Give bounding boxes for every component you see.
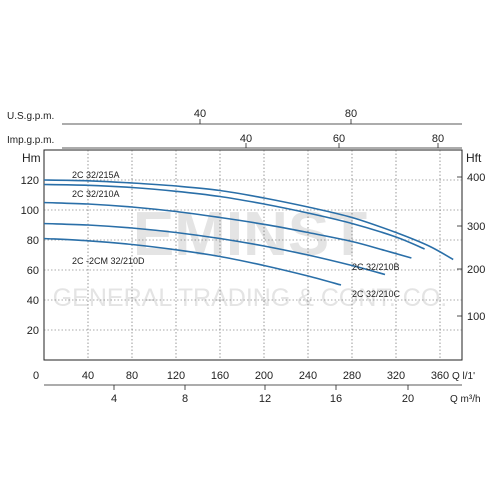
hft-tick-300: 300	[467, 221, 485, 233]
x-tick-label: 0	[33, 370, 39, 382]
label-2c-32-210b: 2C 32/210B	[352, 262, 400, 272]
y-tick-label: 100	[21, 205, 39, 217]
curve-series-1	[43, 183, 425, 250]
hft-tick-400: 400	[467, 172, 485, 184]
label-2c-32-215a: 2C 32/215A	[72, 170, 120, 180]
label-2c-2cm-32-210d: 2C -2CM 32/210D	[72, 256, 145, 266]
y-tick-label: 120	[21, 175, 39, 187]
imp-gpm-tick-40: 40	[240, 133, 252, 145]
m3h-tick-12: 12	[259, 393, 271, 405]
x-tick-label: 280	[343, 370, 361, 382]
curve-series-3	[43, 222, 386, 276]
imp-gpm-label: Imp.g.p.m.	[7, 135, 54, 146]
x-tick-label: 120	[167, 370, 185, 382]
hft-tick-100: 100	[467, 311, 485, 323]
imp-gpm-tick-80: 80	[432, 133, 444, 145]
x-tick-label: 320	[387, 370, 405, 382]
x-tick-label: 160	[211, 370, 229, 382]
us-gpm-label: U.S.g.p.m.	[7, 111, 54, 122]
m3h-tick-4: 4	[111, 393, 117, 405]
curve-series-2	[43, 201, 412, 259]
us-gpm-tick-40: 40	[194, 108, 206, 120]
m3h-tick-20: 20	[402, 393, 414, 405]
grid-lines	[44, 150, 462, 360]
y-tick-labels: 20 40 60 80 100 120	[21, 175, 39, 337]
right-hft-ticks	[457, 176, 462, 317]
label-2c-32-210c: 2C 32/210C	[352, 289, 401, 299]
x-tick-labels: 0 40 80 120 160 200 240 280 320 360	[33, 370, 449, 382]
curve-series-0	[43, 179, 454, 261]
bottom-m3h-unit: Q m³/h	[450, 394, 481, 405]
y-tick-label: 40	[27, 295, 39, 307]
bottom-flow-unit: Q l/1'	[452, 371, 475, 382]
x-tick-label: 240	[299, 370, 317, 382]
label-2c-32-210a: 2C 32/210A	[72, 189, 120, 199]
pump-curves	[43, 179, 454, 286]
plot-frame	[43, 149, 463, 361]
y-tick-label: 80	[27, 235, 39, 247]
m3h-tick-8: 8	[182, 393, 188, 405]
hft-tick-200: 200	[467, 264, 485, 276]
right-unit-label: Hft	[466, 151, 482, 165]
y-tick-label: 20	[27, 325, 39, 337]
x-tick-label: 200	[255, 370, 273, 382]
x-tick-label: 80	[126, 370, 138, 382]
imp-gpm-ticks	[245, 143, 439, 148]
x-tick-label: 360	[431, 370, 449, 382]
left-unit-label: Hm	[22, 151, 41, 165]
x-tick-label: 40	[82, 370, 94, 382]
watermark-company: GENERAL TRADING & CONT. CO.	[53, 284, 448, 312]
imp-gpm-tick-60: 60	[333, 133, 345, 145]
y-tick-label: 60	[27, 265, 39, 277]
us-gpm-tick-80: 80	[345, 108, 357, 120]
m3h-ticks	[113, 385, 409, 390]
us-gpm-ticks	[199, 119, 352, 124]
curve-series-4	[43, 237, 342, 286]
m3h-tick-16: 16	[330, 393, 342, 405]
